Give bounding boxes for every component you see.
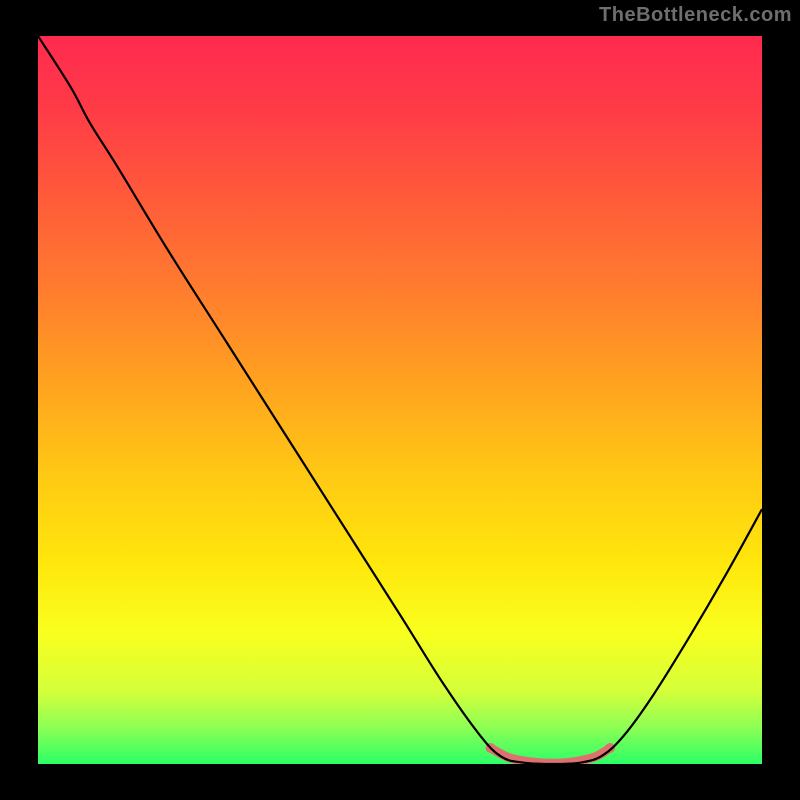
- plot-background-gradient: [38, 36, 762, 764]
- chart-container: TheBottleneck.com: [0, 0, 800, 800]
- watermark-label: TheBottleneck.com: [599, 4, 792, 27]
- bottleneck-chart: [0, 0, 800, 800]
